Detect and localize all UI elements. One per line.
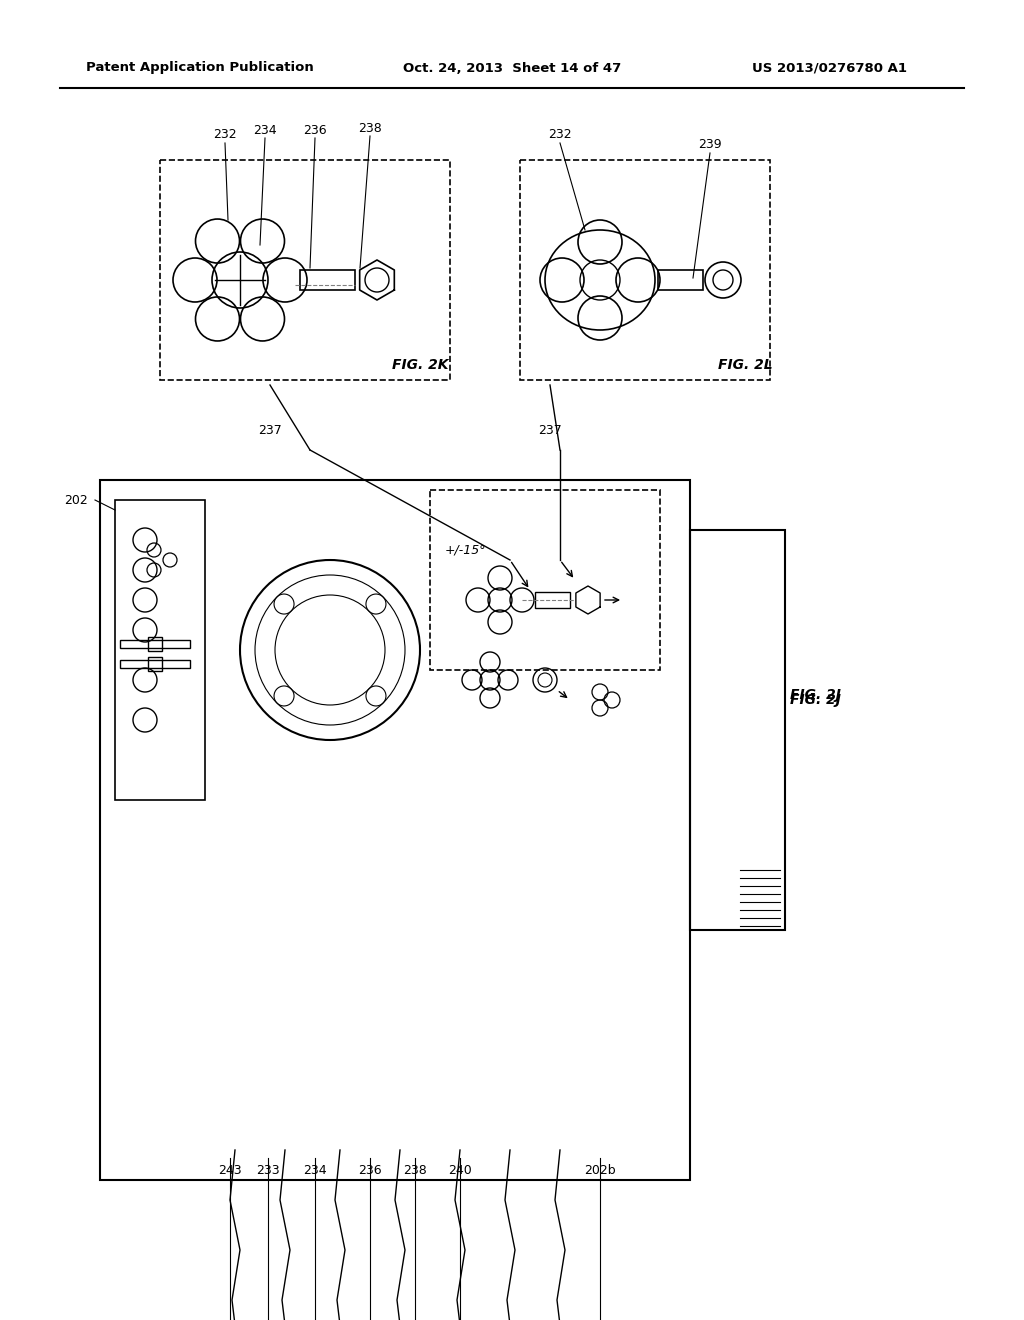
Text: Oct. 24, 2013  Sheet 14 of 47: Oct. 24, 2013 Sheet 14 of 47 — [402, 62, 622, 74]
Text: 232: 232 — [548, 128, 571, 141]
Text: Patent Application Publication: Patent Application Publication — [86, 62, 314, 74]
Bar — [148, 657, 162, 671]
Bar — [100, 480, 690, 1180]
Text: US 2013/0276780 A1: US 2013/0276780 A1 — [753, 62, 907, 74]
Text: 240: 240 — [449, 1163, 472, 1176]
Text: 202b: 202b — [584, 1163, 615, 1176]
Bar — [658, 271, 703, 290]
Text: 202: 202 — [65, 494, 88, 507]
Text: +/-15°: +/-15° — [445, 544, 486, 557]
Text: 233: 233 — [256, 1163, 280, 1176]
Bar — [520, 160, 770, 380]
Bar — [300, 271, 355, 290]
Bar — [535, 591, 570, 609]
Bar — [148, 638, 162, 651]
Bar — [120, 660, 190, 668]
Text: 236: 236 — [358, 1163, 382, 1176]
Text: 237: 237 — [258, 424, 282, 437]
Text: 239: 239 — [698, 139, 722, 152]
Text: 232: 232 — [213, 128, 237, 141]
Text: FIG. 2J: FIG. 2J — [790, 693, 841, 708]
Bar — [430, 490, 660, 671]
Text: 238: 238 — [403, 1163, 427, 1176]
Text: 238: 238 — [358, 121, 382, 135]
Text: 243: 243 — [218, 1163, 242, 1176]
Text: 234: 234 — [253, 124, 276, 136]
Text: 234: 234 — [303, 1163, 327, 1176]
Text: FIG. 2L: FIG. 2L — [718, 358, 772, 372]
Bar — [160, 160, 450, 380]
Text: FIG. 2J: FIG. 2J — [790, 688, 841, 702]
Text: 236: 236 — [303, 124, 327, 136]
Bar — [120, 640, 190, 648]
Text: FIG. 2K: FIG. 2K — [392, 358, 449, 372]
Text: 237: 237 — [539, 424, 562, 437]
Bar — [115, 500, 205, 800]
Bar — [690, 531, 785, 931]
